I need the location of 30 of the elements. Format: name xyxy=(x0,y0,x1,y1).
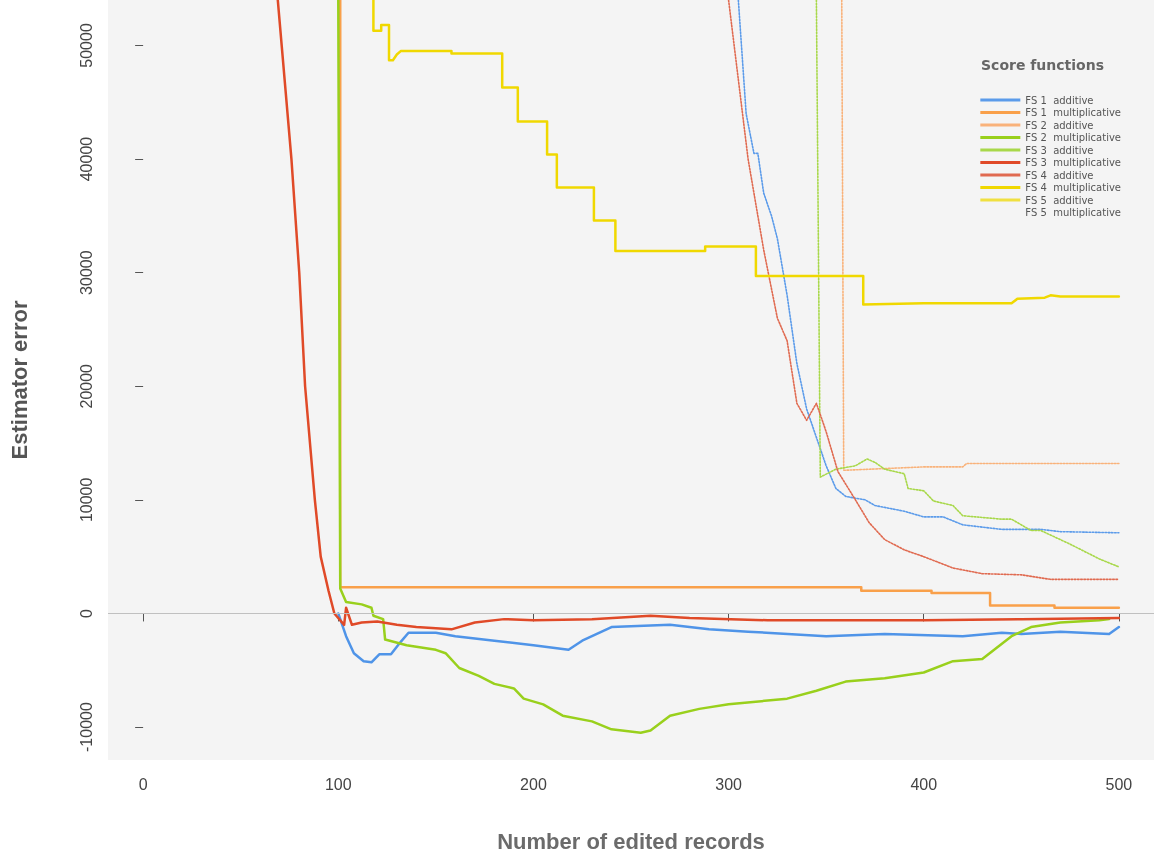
line-series xyxy=(372,0,1121,306)
legend-label: FS 1 multiplicative xyxy=(1025,107,1122,118)
legend-label: FS 5 additive xyxy=(1025,194,1094,206)
y-tick-label: 20000 xyxy=(77,363,95,409)
x-tick-label: 300 xyxy=(715,775,743,793)
y-axis-title: Estimator error xyxy=(6,300,32,460)
x-axis-title: Number of edited records xyxy=(497,828,765,854)
line-series xyxy=(815,0,1120,568)
legend-title: Score functions xyxy=(980,57,1105,73)
y-tick-label: 30000 xyxy=(77,250,95,295)
line-series xyxy=(840,0,1120,472)
x-tick-label: 500 xyxy=(1105,775,1133,793)
legend-label: FS 3 multiplicative xyxy=(1025,157,1122,168)
y-tick-label: 50000 xyxy=(77,23,95,68)
y-tick-label: 40000 xyxy=(77,136,95,182)
x-tick-label: 0 xyxy=(138,775,148,793)
legend-label: FS 2 multiplicative xyxy=(1025,132,1122,143)
x-tick-label: 200 xyxy=(520,775,547,793)
legend-label: FS 3 additive xyxy=(1025,144,1094,156)
y-tick-label: -10000 xyxy=(77,702,95,752)
x-tick-label: 100 xyxy=(324,775,352,793)
legend-label: FS 1 additive xyxy=(1025,94,1094,106)
y-tick-label: 0 xyxy=(77,608,95,618)
y-tick-label: 10000 xyxy=(77,477,95,523)
legend-label: FS 4 multiplicative xyxy=(1025,182,1122,193)
x-tick-label: 400 xyxy=(910,775,938,793)
legend-label: FS 2 additive xyxy=(1025,119,1094,131)
line-series xyxy=(337,612,1121,664)
text: FS 5 multiplicative xyxy=(1025,207,1122,218)
legend-label: FS 4 additive xyxy=(1025,169,1094,181)
